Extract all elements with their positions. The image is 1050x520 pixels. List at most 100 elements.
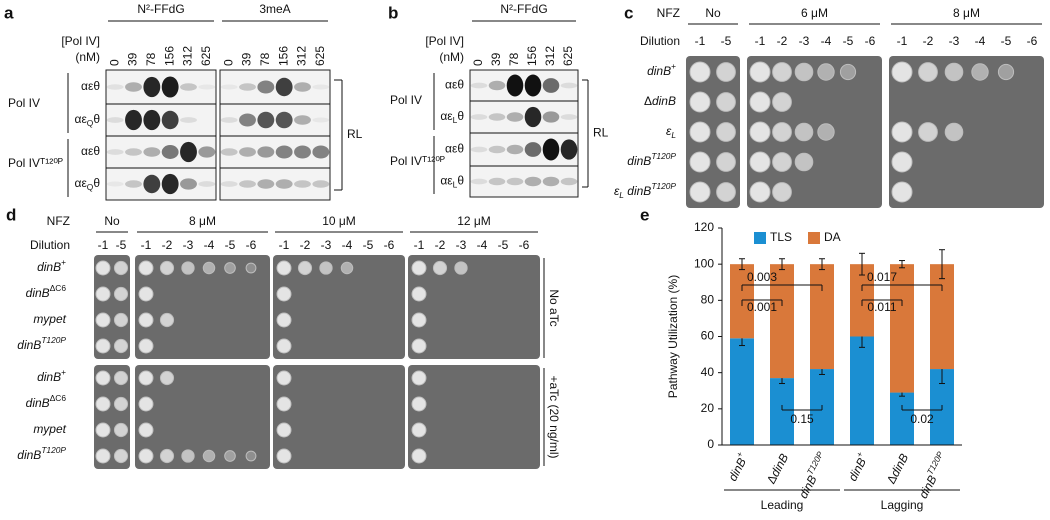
dilution-tick: -1 [897, 34, 908, 48]
lane-label: 78 [507, 52, 521, 66]
colony-spot [340, 261, 354, 275]
gel-band [275, 145, 293, 159]
plate [94, 365, 130, 469]
lane-label: 78 [258, 52, 272, 66]
y-axis-title: Pathway Utilization (%) [666, 275, 680, 398]
label-part: dinB [846, 456, 870, 484]
gel-band [198, 118, 215, 122]
colony-spot [159, 260, 175, 276]
label-part: T120P [41, 335, 66, 345]
colony-spot [689, 91, 711, 113]
label-part: + [734, 450, 745, 459]
label-part: αε [75, 112, 88, 126]
p-value: 0.011 [867, 300, 896, 314]
condition-label: No aTc [547, 289, 561, 326]
label-part: T120P [925, 450, 946, 477]
plate [889, 56, 1044, 208]
rl-label: RL [347, 127, 363, 141]
colony-spot [839, 63, 857, 81]
gel-band [275, 111, 293, 129]
colony-spot [95, 370, 111, 386]
lane-label: 156 [162, 46, 176, 66]
colony-spot [276, 370, 292, 386]
colony-spot [159, 312, 175, 328]
x-tick-label: dinB+ [843, 450, 872, 484]
lane-label: 0 [221, 59, 235, 66]
gel-band [257, 80, 275, 94]
colony-spot [95, 260, 111, 276]
gel-band [506, 112, 524, 122]
colony-spot [95, 448, 111, 464]
label-part: θ [93, 112, 100, 126]
colony-spot [411, 286, 427, 302]
lane-label: 0 [107, 59, 121, 66]
plate [408, 365, 540, 469]
colony-spot [95, 286, 111, 302]
colony-spot [138, 422, 154, 438]
bar-segment [810, 264, 834, 370]
strain-label: dinBΔC6 [26, 393, 67, 410]
colony-spot [319, 261, 333, 275]
dilution-tick: -2 [435, 238, 446, 252]
colony-spot [454, 261, 468, 275]
gel-band [180, 178, 197, 190]
colony-spot [772, 62, 792, 82]
label-part: dinB [796, 473, 820, 501]
colony-spot [202, 449, 216, 463]
colony-spot [716, 152, 736, 172]
legend-swatch [808, 232, 820, 244]
strain-label: dinBT120P [17, 445, 66, 462]
gel-band [294, 82, 311, 92]
label-part: + [854, 450, 865, 459]
y-tick-label: 0 [707, 437, 714, 451]
gel-band [198, 84, 216, 90]
gel-band [560, 114, 578, 120]
colony-spot [794, 152, 814, 172]
dilution-tick: -1 [141, 238, 152, 252]
dilution-tick: -6 [246, 238, 257, 252]
colony-spot [159, 448, 175, 464]
panel-letter: e [640, 205, 649, 224]
colony-spot [95, 338, 111, 354]
strain-label: εL [666, 124, 676, 140]
colony-spot [113, 396, 129, 412]
bar-segment [890, 264, 914, 393]
colony-spot [817, 123, 835, 141]
gel-band [180, 117, 197, 123]
colony-spot [245, 450, 257, 462]
strain-label: dinBΔC6 [26, 283, 67, 300]
gel-band [488, 145, 506, 154]
colony-spot [113, 370, 129, 386]
strain-label: dinB+ [37, 257, 66, 274]
colony-spot [749, 121, 771, 143]
gel-band [524, 176, 542, 187]
colony-spot [138, 260, 154, 276]
dilution-tick: -1 [755, 34, 766, 48]
gel-band [506, 144, 524, 155]
colony-spot [276, 396, 292, 412]
gel-band [161, 76, 179, 98]
row-label: αεQθ [75, 112, 101, 128]
gel-band [542, 176, 560, 187]
colony-spot [772, 182, 792, 202]
polymerase-label: Pol IVᵀ¹²⁰ᴾ [390, 154, 445, 168]
label-part: T120P [41, 445, 66, 455]
gel-band [239, 147, 256, 157]
lane-label: 39 [489, 52, 503, 66]
dilution-tick: -4 [975, 34, 986, 48]
bar-segment [770, 378, 794, 445]
label-part: Q [87, 182, 94, 192]
strain-label: mypet [33, 422, 66, 436]
plate [135, 365, 270, 469]
gel-band [542, 78, 560, 93]
gel-band [106, 149, 124, 155]
dilution-tick: -4 [342, 238, 353, 252]
plate [273, 255, 405, 359]
gel-band [143, 147, 161, 157]
strain-label: dinB+ [37, 367, 66, 384]
conc-unit: (nM) [75, 50, 100, 64]
label-part: θ [93, 176, 100, 190]
lane-label: 156 [525, 46, 539, 66]
colony-spot [997, 63, 1015, 81]
